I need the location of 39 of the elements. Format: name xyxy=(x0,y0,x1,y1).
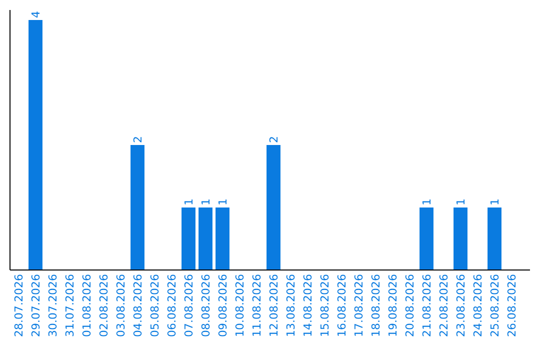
x-tick-label: 21.08.2026 xyxy=(420,274,434,337)
x-tick-label: 03.08.2026 xyxy=(114,274,128,337)
data-label: 2 xyxy=(132,136,144,143)
x-tick-label: 13.08.2026 xyxy=(284,274,298,337)
data-label: 1 xyxy=(216,198,230,206)
x-tick-label: 06.08.2026 xyxy=(166,274,178,337)
x-tick-label: 07.08.2026 xyxy=(182,274,196,337)
x-tick-label: 28.07.2026 xyxy=(12,274,26,337)
x-tick-label: 04.08.2026 xyxy=(132,274,144,337)
x-tick-label: 18.08.2026 xyxy=(370,274,382,337)
x-tick-label: 10.08.2026 xyxy=(234,274,246,337)
data-label: 1 xyxy=(200,198,212,206)
x-tick-label: 23.08.2026 xyxy=(454,274,468,337)
x-tick-label: 16.08.2026 xyxy=(336,274,348,337)
x-tick-label: 30.07.2026 xyxy=(46,274,60,337)
x-tick-label: 31.07.2026 xyxy=(64,274,76,337)
x-tick-label: 08.08.2026 xyxy=(200,274,212,337)
data-label: 4 xyxy=(30,11,42,18)
x-tick-label: 12.08.2026 xyxy=(268,274,280,337)
x-tick-label: 05.08.2026 xyxy=(148,274,162,337)
x-tick-label: 19.08.2026 xyxy=(386,274,400,337)
x-tick-label: 24.08.2026 xyxy=(472,274,484,337)
data-label: 2 xyxy=(268,136,280,143)
x-tick-label: 11.08.2026 xyxy=(250,274,264,337)
x-tick-label: 02.08.2026 xyxy=(98,274,110,337)
x-tick-label: 14.08.2026 xyxy=(302,274,314,337)
x-tick-label: 20.08.2026 xyxy=(404,274,416,337)
x-tick-label: 26.08.2026 xyxy=(506,274,518,337)
data-label: 1 xyxy=(420,198,434,206)
x-tick-label: 01.08.2026 xyxy=(80,274,94,337)
x-tick-label: 17.08.2026 xyxy=(352,274,366,337)
x-tick-label: 25.08.2026 xyxy=(488,274,502,337)
x-tick-label: 29.07.2026 xyxy=(30,274,42,337)
x-tick-label: 22.08.2026 xyxy=(438,274,450,337)
data-label: 1 xyxy=(454,198,468,206)
data-label: 1 xyxy=(488,198,502,206)
x-tick-label: 15.08.2026 xyxy=(318,274,332,337)
data-label: 1 xyxy=(182,198,196,206)
x-tick-label: 09.08.2026 xyxy=(216,274,230,337)
